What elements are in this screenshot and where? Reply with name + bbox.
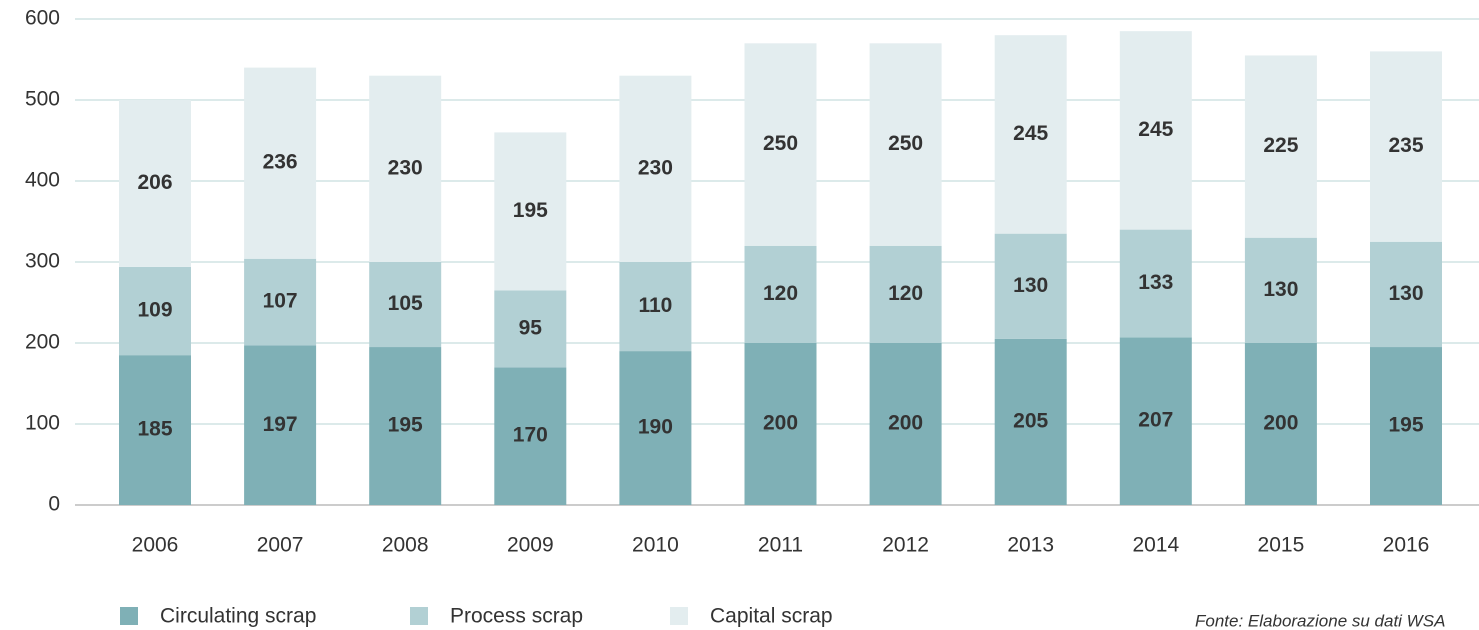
value-label: 245 xyxy=(1013,122,1048,145)
value-label: 185 xyxy=(137,418,172,441)
value-label: 230 xyxy=(388,156,423,179)
x-tick-label: 2016 xyxy=(1383,534,1430,557)
legend-label: Process scrap xyxy=(450,605,583,628)
value-label: 235 xyxy=(1388,134,1423,157)
x-tick-label: 2007 xyxy=(257,534,304,557)
value-label: 109 xyxy=(137,299,172,322)
bar-segment xyxy=(994,338,1067,505)
value-label: 107 xyxy=(263,290,298,313)
value-label: 200 xyxy=(888,412,923,435)
value-label: 205 xyxy=(1013,410,1048,433)
bar-segment xyxy=(494,367,567,505)
bar-segment xyxy=(1244,237,1317,343)
value-label: 120 xyxy=(888,282,923,305)
value-label: 195 xyxy=(388,414,423,437)
value-label: 195 xyxy=(1388,414,1423,437)
value-label: 130 xyxy=(1263,278,1298,301)
bar-segment xyxy=(369,262,442,348)
value-label: 120 xyxy=(763,282,798,305)
bar-segment xyxy=(994,233,1067,339)
x-tick-label: 2010 xyxy=(632,534,679,557)
x-tick-label: 2006 xyxy=(132,534,179,557)
bar-segment xyxy=(119,100,191,267)
bar-segment xyxy=(119,266,191,356)
y-tick-label: 100 xyxy=(25,412,60,435)
value-label: 230 xyxy=(638,156,673,179)
bar-segment xyxy=(1244,343,1317,505)
value-label: 105 xyxy=(388,292,423,315)
bar-segment xyxy=(1119,337,1192,505)
source-note: Fonte: Elaborazione su dati WSA xyxy=(1195,611,1445,630)
bar-segment xyxy=(1244,55,1317,238)
bar-segment xyxy=(619,351,692,505)
value-label: 200 xyxy=(1263,412,1298,435)
value-label: 130 xyxy=(1388,282,1423,305)
y-tick-label: 300 xyxy=(25,250,60,273)
bar-segment xyxy=(619,75,692,262)
y-tick-label: 0 xyxy=(48,493,60,516)
value-label: 197 xyxy=(263,413,298,436)
bar-segment xyxy=(869,245,942,343)
value-label: 225 xyxy=(1263,134,1298,157)
value-label: 195 xyxy=(513,199,548,222)
x-tick-label: 2011 xyxy=(758,534,803,557)
x-tick-label: 2015 xyxy=(1258,534,1305,557)
bar-segment xyxy=(994,35,1067,234)
value-label: 207 xyxy=(1138,409,1173,432)
value-label: 95 xyxy=(519,316,543,339)
bar-segment xyxy=(494,290,567,368)
bar-segment xyxy=(744,245,817,343)
value-label: 110 xyxy=(638,294,672,317)
bar-segment xyxy=(744,43,817,246)
bar-segment xyxy=(119,355,191,505)
bar-segment xyxy=(494,132,567,291)
value-label: 190 xyxy=(638,416,673,439)
value-label: 236 xyxy=(263,151,298,174)
bar-segment xyxy=(244,345,317,505)
bar-segment xyxy=(244,258,317,346)
value-label: 130 xyxy=(1013,274,1048,297)
y-tick-label: 600 xyxy=(25,7,60,30)
legend-swatch xyxy=(410,607,428,625)
value-label: 245 xyxy=(1138,118,1173,141)
value-label: 170 xyxy=(513,424,548,447)
y-tick-label: 500 xyxy=(25,88,60,111)
legend-label: Capital scrap xyxy=(710,605,833,628)
value-label: 200 xyxy=(763,412,798,435)
x-tick-label: 2013 xyxy=(1007,534,1054,557)
bar-segment xyxy=(1119,229,1192,338)
value-label: 133 xyxy=(1138,271,1173,294)
value-label: 250 xyxy=(763,132,798,155)
legend-label: Circulating scrap xyxy=(160,605,316,628)
bar-segment xyxy=(619,262,692,352)
legend-swatch xyxy=(670,607,688,625)
value-label: 250 xyxy=(888,132,923,155)
y-tick-label: 400 xyxy=(25,169,60,192)
bar-segment xyxy=(744,343,817,505)
value-label: 206 xyxy=(137,171,172,194)
bar-segment xyxy=(869,343,942,505)
x-tick-label: 2012 xyxy=(882,534,929,557)
bar-segment xyxy=(1370,241,1442,348)
x-tick-label: 2008 xyxy=(382,534,429,557)
bar-segment xyxy=(369,75,442,262)
bar-segment xyxy=(869,43,942,246)
bar-segment xyxy=(1370,51,1442,242)
y-tick-label: 200 xyxy=(25,331,60,354)
bar-segment xyxy=(244,67,317,259)
x-tick-label: 2014 xyxy=(1132,534,1179,557)
legend-swatch xyxy=(120,607,138,625)
x-tick-label: 2009 xyxy=(507,534,554,557)
bar-segment xyxy=(1119,31,1192,230)
bar-segment xyxy=(1370,347,1442,505)
bar-segment xyxy=(369,347,442,505)
